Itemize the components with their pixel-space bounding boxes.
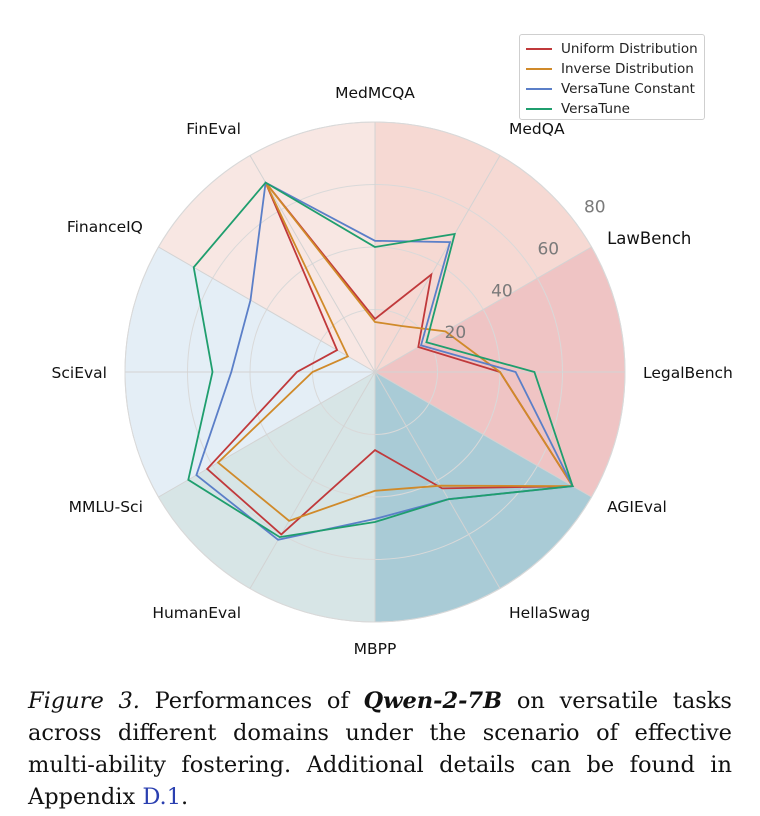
category-label-financeiq: FinanceIQ [67, 218, 143, 236]
category-label-humaneval: HumanEval [152, 604, 241, 622]
legend-label: Inverse Distribution [561, 61, 694, 77]
radial-tick-labels: 20 40 60 80 [445, 198, 606, 344]
legend-label: VersaTune [561, 101, 630, 117]
sector-mmlu-sci [125, 372, 375, 497]
sector-lawbench [375, 247, 625, 372]
legend-swatch [526, 68, 552, 70]
category-label-fineval: FinEval [186, 120, 241, 138]
spoke-agieval [374, 371, 592, 498]
category-label-legalbench: LegalBench [643, 364, 733, 382]
category-label-mmlu-sci: MMLU-Sci [69, 498, 143, 516]
series-versatune [187, 181, 574, 539]
sector-fineval [250, 122, 375, 372]
series-uniform-distribution [205, 182, 575, 536]
tick-label-20: 20 [445, 323, 467, 343]
legend-item-versatune: VersaTune [526, 99, 698, 119]
legend-swatch [526, 108, 552, 110]
caption-text-after: on versatile tasks across different doma… [28, 688, 732, 810]
appendix-link[interactable]: D.1 [142, 784, 182, 810]
category-label-lawbench: LawBench [607, 229, 691, 248]
spoke-lawbench [374, 246, 592, 373]
figure-caption: Figure 3. Performances of Qwen-2-7B on v… [28, 685, 732, 813]
category-label-hellaswag: HellaSwag [509, 604, 590, 622]
tick-label-60: 60 [537, 240, 559, 260]
category-label-scieval: SciEval [52, 364, 107, 382]
radar-chart: 20 40 60 80 MedMCQA MedQA LawBench LegalBench A… [52, 84, 733, 658]
category-label-medqa: MedQA [509, 120, 565, 138]
spoke-humaneval [249, 371, 376, 589]
spoke-hellaswag [374, 371, 501, 589]
legend-label: Uniform Distribution [561, 41, 698, 57]
category-label-agieval: AGIEval [607, 498, 667, 516]
sector-hellaswag [375, 372, 500, 622]
sector-medmcqa [375, 122, 500, 372]
legend-item-versatune-constant: VersaTune Constant [526, 79, 698, 99]
spoke-medqa [374, 155, 501, 373]
category-label-mbpp: MBPP [354, 640, 397, 658]
legend-label: VersaTune Constant [561, 81, 695, 97]
series-inverse-distribution [216, 182, 575, 522]
radar-series [187, 181, 575, 541]
tick-label-80: 80 [584, 198, 606, 218]
legend-swatch [526, 88, 552, 90]
sector-mbpp [250, 372, 375, 622]
spoke-mmlu-sci [158, 371, 376, 498]
category-labels: MedMCQA MedQA LawBench LegalBench AGIEval Hel… [52, 84, 733, 658]
caption-text-before: Performances of [139, 688, 364, 714]
category-label-medmcqa: MedMCQA [335, 84, 415, 102]
caption-model-name: Qwen-2-7B [363, 688, 503, 714]
sector-humaneval [158, 372, 375, 589]
caption-end: . [181, 784, 189, 810]
sector-scieval [125, 247, 375, 372]
series-versatune-constant [195, 181, 574, 541]
caption-label: Figure 3. [28, 688, 140, 714]
tick-label-40: 40 [491, 281, 513, 301]
legend: Uniform Distribution Inverse Distribution… [519, 34, 705, 120]
sector-financeiq [158, 155, 375, 372]
sector-agieval [375, 372, 592, 589]
legend-swatch [526, 48, 552, 50]
legend-item-inverse-distribution: Inverse Distribution [526, 59, 698, 79]
legend-item-uniform-distribution: Uniform Distribution [526, 39, 698, 59]
